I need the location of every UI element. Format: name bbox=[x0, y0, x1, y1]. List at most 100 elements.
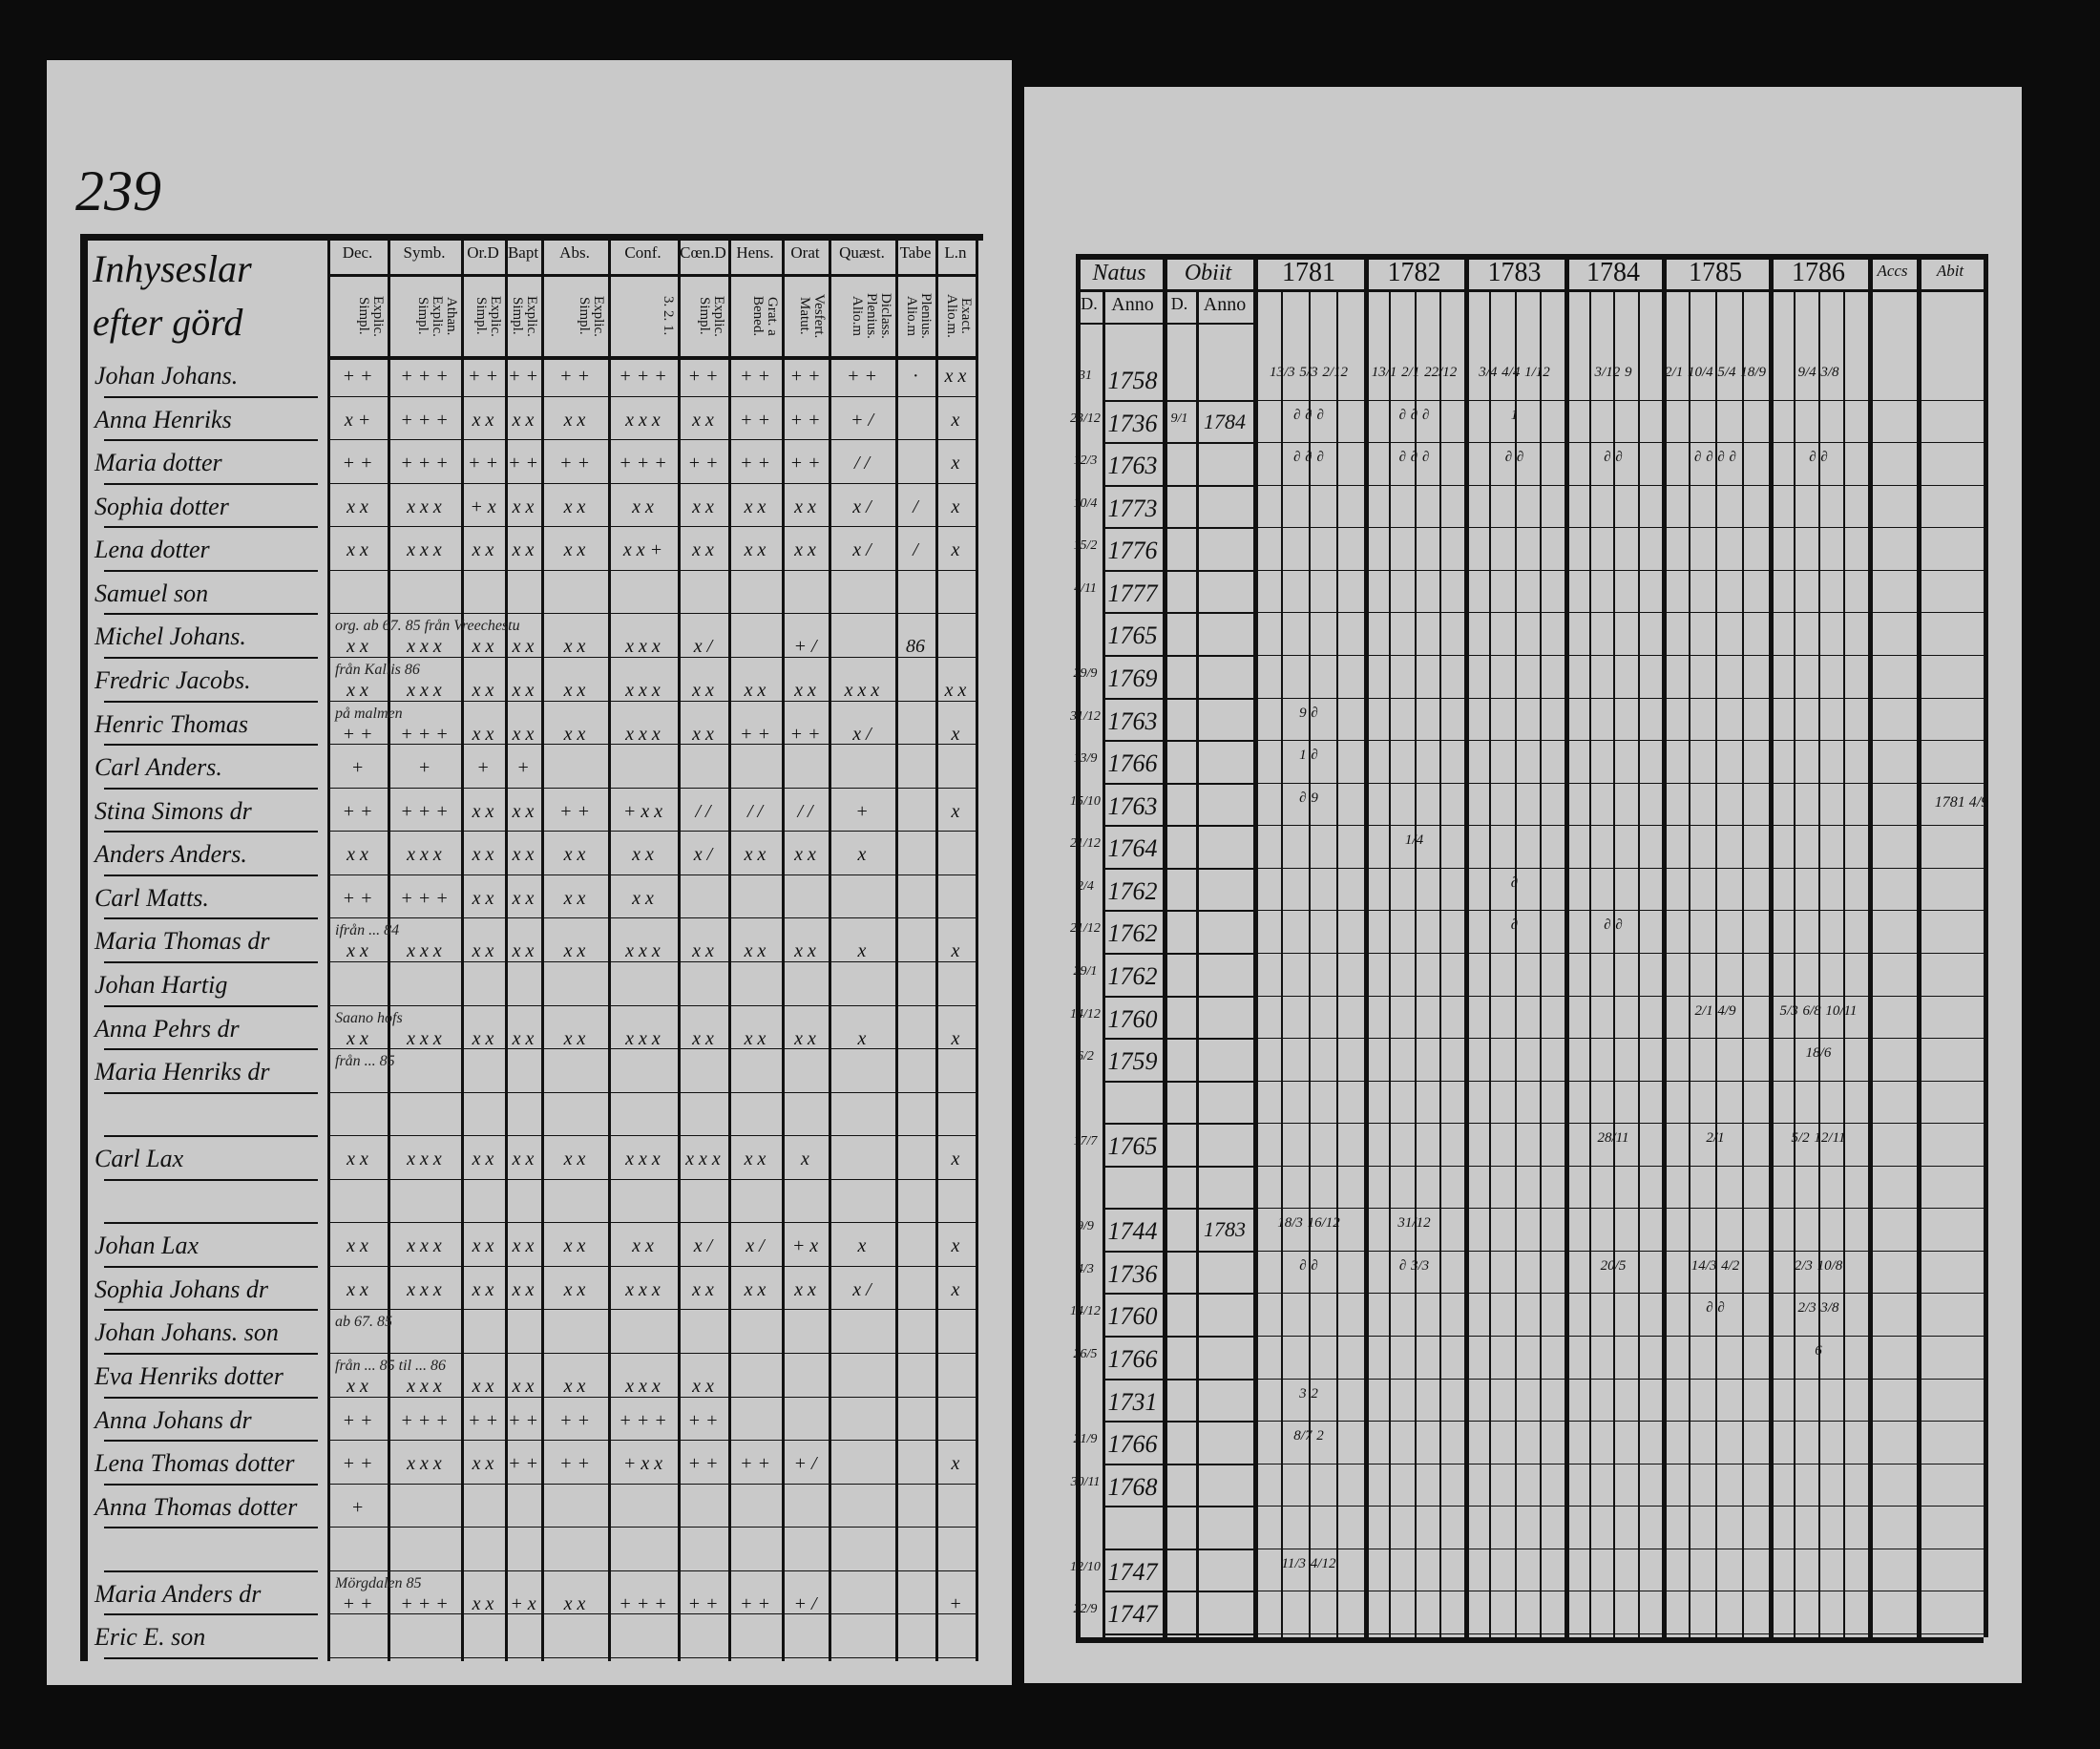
year-mark bbox=[1772, 917, 1865, 950]
year-mark bbox=[1665, 875, 1766, 908]
year-mark bbox=[1772, 1471, 1865, 1504]
year-mark bbox=[1567, 1386, 1659, 1419]
row-rule bbox=[104, 1396, 318, 1399]
row-rule bbox=[1102, 484, 1253, 487]
birth-year: 1760 bbox=[1107, 1302, 1158, 1331]
person-name: Johan Lax bbox=[94, 1232, 200, 1260]
person-name: Johan Hartig bbox=[94, 970, 228, 999]
year-mark bbox=[1367, 748, 1461, 780]
exam-mark: + + bbox=[342, 800, 373, 822]
person-name: Sophia dotter bbox=[94, 492, 229, 520]
birth-year: 1758 bbox=[1107, 367, 1158, 394]
row-rule bbox=[104, 569, 318, 572]
birth-year: 1763 bbox=[1107, 791, 1158, 820]
year-mark bbox=[1567, 1215, 1659, 1248]
year-mark bbox=[1567, 748, 1659, 780]
year-mark bbox=[1665, 1343, 1766, 1376]
column-subheader: Diclass. Plenius. Alio.m bbox=[850, 293, 892, 339]
row-rule bbox=[104, 1483, 318, 1486]
year-mark bbox=[1665, 832, 1766, 865]
row-rule bbox=[1102, 1123, 1253, 1126]
row-rule bbox=[104, 1004, 318, 1007]
year-mark: 9/4 3/8 bbox=[1797, 365, 1839, 380]
year-mark: 2/3 3/8 bbox=[1797, 1300, 1839, 1317]
person-name: Maria dotter bbox=[94, 449, 222, 477]
exam-mark: / bbox=[913, 539, 918, 561]
exam-mark: x x bbox=[692, 723, 714, 745]
exam-mark: x bbox=[857, 940, 867, 962]
year-mark bbox=[1367, 1386, 1461, 1419]
exam-mark: x x bbox=[692, 409, 714, 431]
exam-mark: x x bbox=[744, 940, 766, 962]
year-mark: ∂ bbox=[1510, 874, 1519, 891]
row-rule bbox=[1102, 867, 1253, 870]
birth-year: 1766 bbox=[1107, 1430, 1158, 1459]
exam-mark: x x bbox=[472, 1148, 494, 1170]
year-mark bbox=[1256, 917, 1361, 950]
year-mark: ∂ ∂ ∂ bbox=[1398, 450, 1430, 466]
row-rule bbox=[1253, 1293, 1984, 1295]
row-rule bbox=[1253, 1250, 1984, 1252]
exam-mark: x x bbox=[346, 1376, 368, 1398]
exam-mark: + + bbox=[342, 1409, 373, 1431]
year-mark bbox=[1467, 578, 1562, 610]
year-mark: 2/1 4/9 bbox=[1694, 1002, 1736, 1019]
exam-mark: + + bbox=[847, 366, 877, 387]
exam-mark: x x bbox=[346, 679, 368, 701]
birth-day: 12/3 bbox=[1073, 453, 1098, 469]
column-rule bbox=[728, 234, 731, 1661]
exam-mark: x x bbox=[692, 495, 714, 517]
year-mark bbox=[1367, 917, 1461, 950]
exam-mark: x / bbox=[746, 1235, 765, 1257]
exam-mark: + bbox=[516, 757, 530, 779]
exam-mark: + + bbox=[740, 409, 770, 431]
year-mark bbox=[1256, 1045, 1361, 1078]
birth-year: 1766 bbox=[1107, 1345, 1158, 1374]
birth-year: 1747 bbox=[1107, 1600, 1158, 1629]
exam-mark: x / bbox=[693, 1235, 713, 1257]
exam-mark: x x bbox=[563, 1592, 586, 1614]
row-rule bbox=[1253, 1123, 1984, 1125]
row-rule bbox=[104, 960, 318, 963]
row-rule bbox=[327, 1091, 976, 1093]
exam-mark: x x bbox=[472, 1592, 494, 1614]
row-rule bbox=[104, 831, 318, 833]
row-rule bbox=[1253, 1208, 1984, 1210]
year-mark bbox=[1367, 1045, 1461, 1078]
entry-note: från ... 85 bbox=[335, 1053, 395, 1070]
exam-mark: x x bbox=[512, 679, 535, 701]
year-mark bbox=[1567, 875, 1659, 908]
column-rule bbox=[541, 234, 544, 1661]
person-name: Henric Thomas bbox=[94, 709, 249, 738]
year-mark bbox=[1367, 1343, 1461, 1376]
birth-day: 23/12 bbox=[1070, 411, 1101, 426]
column-rule bbox=[1613, 289, 1615, 1637]
year-mark bbox=[1367, 535, 1461, 567]
person-name: Maria Thomas dr bbox=[94, 927, 270, 956]
exam-mark: x x bbox=[632, 844, 654, 866]
exam-mark: x x bbox=[512, 800, 535, 822]
year-mark bbox=[1567, 1471, 1659, 1504]
row-rule bbox=[327, 1353, 976, 1355]
column-header: L.n bbox=[944, 243, 967, 262]
obiit-year-header: Anno bbox=[1203, 294, 1247, 315]
row-rule bbox=[1102, 825, 1253, 828]
year-mark bbox=[1467, 1386, 1562, 1419]
row-rule bbox=[1076, 254, 1984, 260]
exam-mark: x x bbox=[563, 940, 586, 962]
obiit-header: Obiit bbox=[1184, 261, 1232, 285]
year-mark bbox=[1665, 620, 1766, 652]
row-rule bbox=[1253, 1463, 1984, 1465]
row-rule bbox=[1253, 654, 1984, 656]
exam-mark: x x bbox=[692, 1027, 714, 1049]
exam-mark: x x x bbox=[844, 679, 880, 701]
row-rule bbox=[1102, 1548, 1253, 1550]
year-mark bbox=[1772, 535, 1865, 567]
exam-mark: x / bbox=[693, 636, 713, 658]
year-mark: ∂ ∂ bbox=[1706, 1300, 1725, 1317]
year-mark bbox=[1665, 1598, 1766, 1631]
row-rule bbox=[104, 874, 318, 876]
year-mark bbox=[1665, 535, 1766, 567]
year-mark bbox=[1665, 1556, 1766, 1589]
exam-mark: + x bbox=[470, 495, 496, 517]
